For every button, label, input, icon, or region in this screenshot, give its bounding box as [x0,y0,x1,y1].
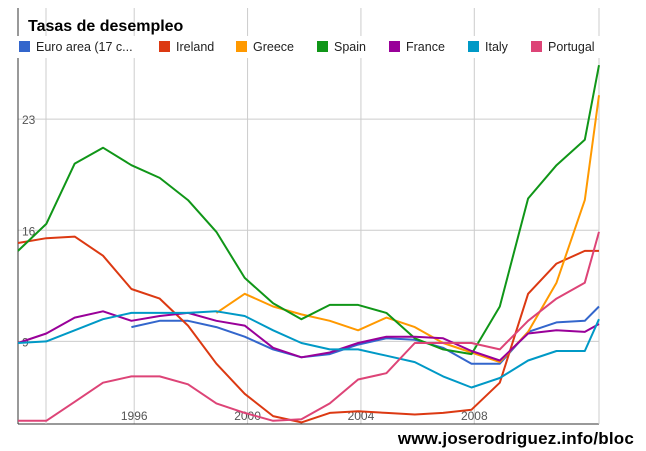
legend-label: Euro area (17 c... [36,40,133,54]
legend-swatch [389,41,400,52]
series-line [131,305,600,365]
legend-swatch [236,41,247,52]
footer-url: www.joserodriguez.info/bloc [397,429,634,448]
legend-label: France [406,40,445,54]
series-line [17,310,600,389]
series-line [17,65,600,356]
legend-label: Ireland [176,40,214,54]
legend-swatch [317,41,328,52]
axes [17,8,600,425]
legend: Euro area (17 c... Ireland Greece Spain Fran… [14,36,604,58]
legend-swatch [159,41,170,52]
x-tick-label: 2008 [461,409,488,423]
chart-title: Tasas de desempleo [28,18,184,35]
legend-label: Greece [253,40,294,54]
legend-swatch [468,41,479,52]
y-tick-label: 16 [22,224,36,238]
legend-label: Portugal [548,40,595,54]
legend-swatch [531,41,542,52]
series-line [17,235,599,424]
series-line [215,95,600,364]
grid-lines [18,8,599,424]
legend-label: Spain [334,40,366,54]
series-line [18,231,600,422]
legend-swatch [19,41,30,52]
legend-label: Italy [485,40,509,54]
y-tick-label: 23 [22,113,36,127]
series-lines [17,65,600,424]
x-tick-label: 1996 [121,409,148,423]
